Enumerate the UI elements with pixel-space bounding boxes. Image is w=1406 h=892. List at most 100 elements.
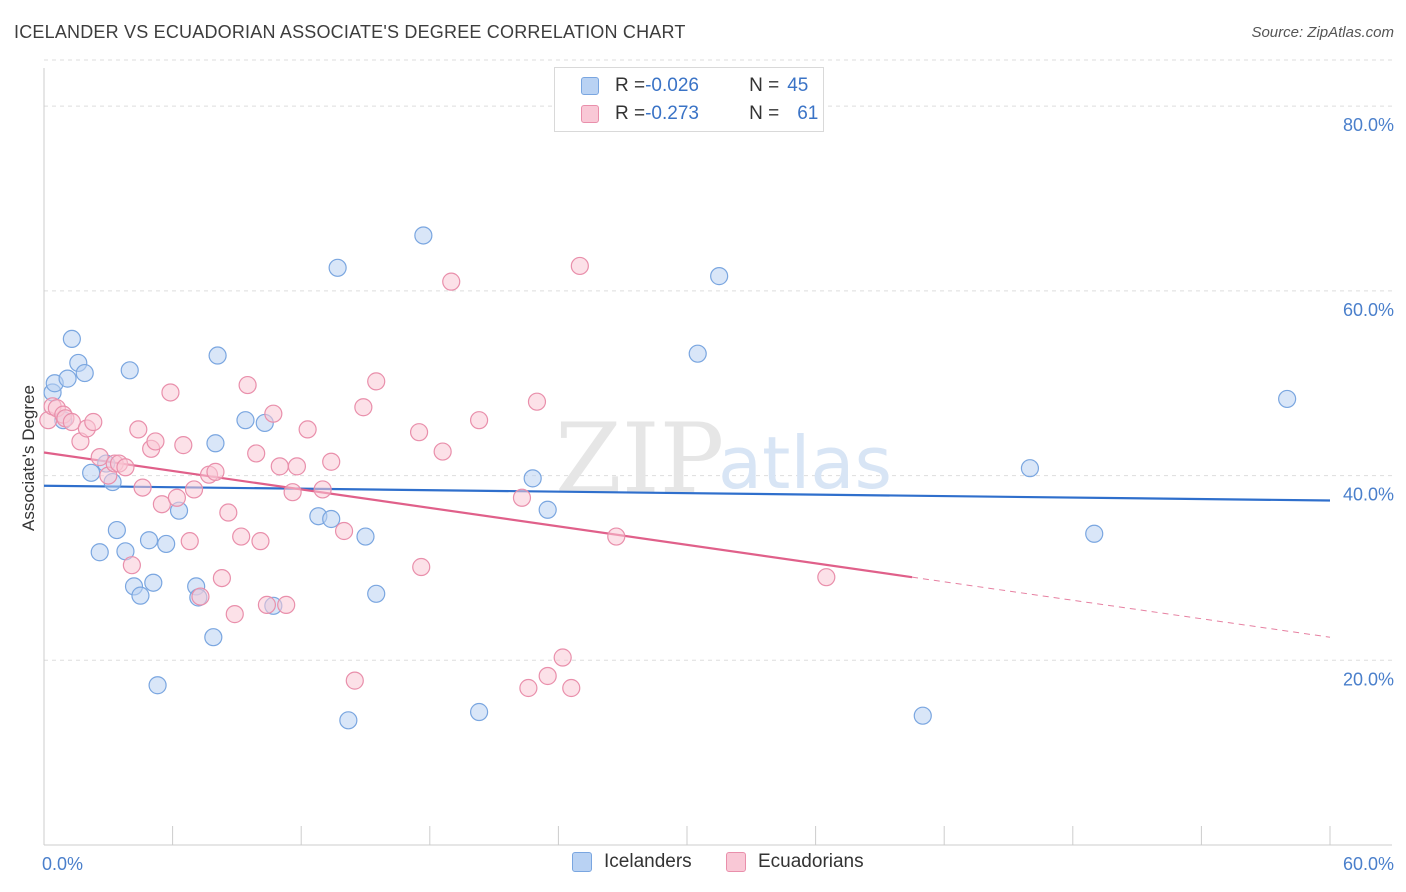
icelanders-point [523,469,542,488]
ecuadorians-point [212,568,231,588]
ecuadorians-point [322,452,341,471]
ecuadorians-point [146,432,165,451]
ecuadorians-point [409,423,429,442]
y-axis-label: Associate's Degree [19,385,38,531]
icelanders-point [1085,524,1104,543]
ecuadorians-point [298,420,317,439]
n-value: 61 [797,103,819,124]
r-label: R = [615,75,646,96]
watermark-zip: ZIP [555,403,724,515]
ecuadorians-point [527,392,547,411]
tick-labels: 20.0% 40.0% 60.0% 80.0% 0.0% 60.0% [42,115,1394,874]
ecuadorians-point [116,458,135,477]
watermark: ZIP atlas [555,403,892,515]
data-points [39,226,1297,730]
ecuadorians-point [251,532,270,551]
ecuadorians-point [180,532,199,551]
ecuadorians-point [433,442,452,461]
icelanders-point [236,411,255,430]
ecuadorians-point [287,457,307,476]
chart-source: Source: ZipAtlas.com [1251,24,1394,41]
ecuadorians-point [270,457,289,476]
icelanders-trend-line [43,484,1331,502]
icelanders-point [107,520,126,540]
icelanders-point [208,346,227,365]
icelanders-point [339,711,358,730]
ecuadorians-point [206,462,225,481]
ecuadorians-point [412,557,431,577]
ecuadorians-point [264,404,283,423]
n-label: N = [749,103,780,124]
ecuadorians-point [313,480,332,499]
ecuadorians-point [84,412,103,432]
ecuadorians-point [174,436,193,455]
n-value: 45 [787,75,809,96]
icelanders-point [1278,389,1297,409]
watermark-atlas: atlas [718,421,892,505]
icelanders-point [710,267,729,286]
ecuadorians-point [469,411,489,430]
icelanders-swatch [572,852,592,872]
r-label: R = [615,103,646,124]
stats-legend-row-icelanders: R = -0.026 N = 45 [581,73,808,99]
ecuadorians-point [283,483,302,502]
ecuadorians-trend-line [43,451,913,579]
y-tick-label: 60.0% [1343,300,1394,320]
ecuadorians-point [90,448,109,467]
ecuadorians-swatch [726,852,746,872]
r-value: -0.026 [645,75,699,96]
ecuadorians-point [334,521,354,541]
ecuadorians-trend-extension [911,576,1331,638]
r-value: -0.273 [645,103,699,124]
ecuadorians-point [238,375,257,395]
icelanders-point [139,531,159,550]
ecuadorians-point [257,595,277,614]
ecuadorians-point [161,383,180,402]
ecuadorians-point [553,648,572,667]
legend-item-icelanders[interactable]: Icelanders [572,851,692,873]
icelanders-point [913,706,932,725]
ecuadorians-point [817,568,836,587]
ecuadorians-point [219,503,238,522]
n-label: N = [749,75,780,96]
ecuadorians-point [129,420,148,439]
ecuadorians-point [570,256,589,276]
ecuadorians-swatch [581,105,599,123]
icelanders-point [469,702,489,722]
ecuadorians-point [152,495,171,514]
ecuadorians-point [184,480,204,499]
ecuadorians-point [442,272,461,291]
icelanders-point [367,584,386,603]
ecuadorians-point [225,605,244,624]
stats-legend: R = -0.026 N = 45 R = -0.273 N = 61 [554,67,824,132]
ecuadorians-point [122,556,141,575]
ecuadorians-point [562,678,581,698]
chart-title: ICELANDER VS ECUADORIAN ASSOCIATE'S DEGR… [14,22,686,42]
icelanders-point [414,226,433,245]
icelanders-point [538,500,557,519]
icelanders-point [356,527,375,546]
icelanders-point [131,586,150,605]
icelanders-point [157,534,176,554]
series-legend: Icelanders Ecuadorians [0,851,1406,879]
ecuadorians-point [277,595,296,614]
ecuadorians-point [191,587,210,606]
icelanders-point [62,329,81,349]
ecuadorians-point [519,678,538,698]
icelanders-point [322,509,341,529]
ecuadorians-point [512,488,532,507]
ecuadorians-point [167,488,186,507]
icelanders-point [82,463,101,482]
legend-item-ecuadorians[interactable]: Ecuadorians [726,851,864,873]
icelanders-point [144,573,163,592]
icelanders-point [120,361,139,380]
icelanders-point [75,363,94,383]
x-tick-label: 60.0% [1343,854,1394,874]
y-tick-label: 40.0% [1343,485,1394,505]
x-tick-label: 0.0% [42,854,83,874]
icelanders-point [688,344,707,363]
legend-label-ecuadorians: Ecuadorians [758,851,864,872]
icelanders-point [1020,459,1040,478]
trend-lines [43,451,1331,638]
